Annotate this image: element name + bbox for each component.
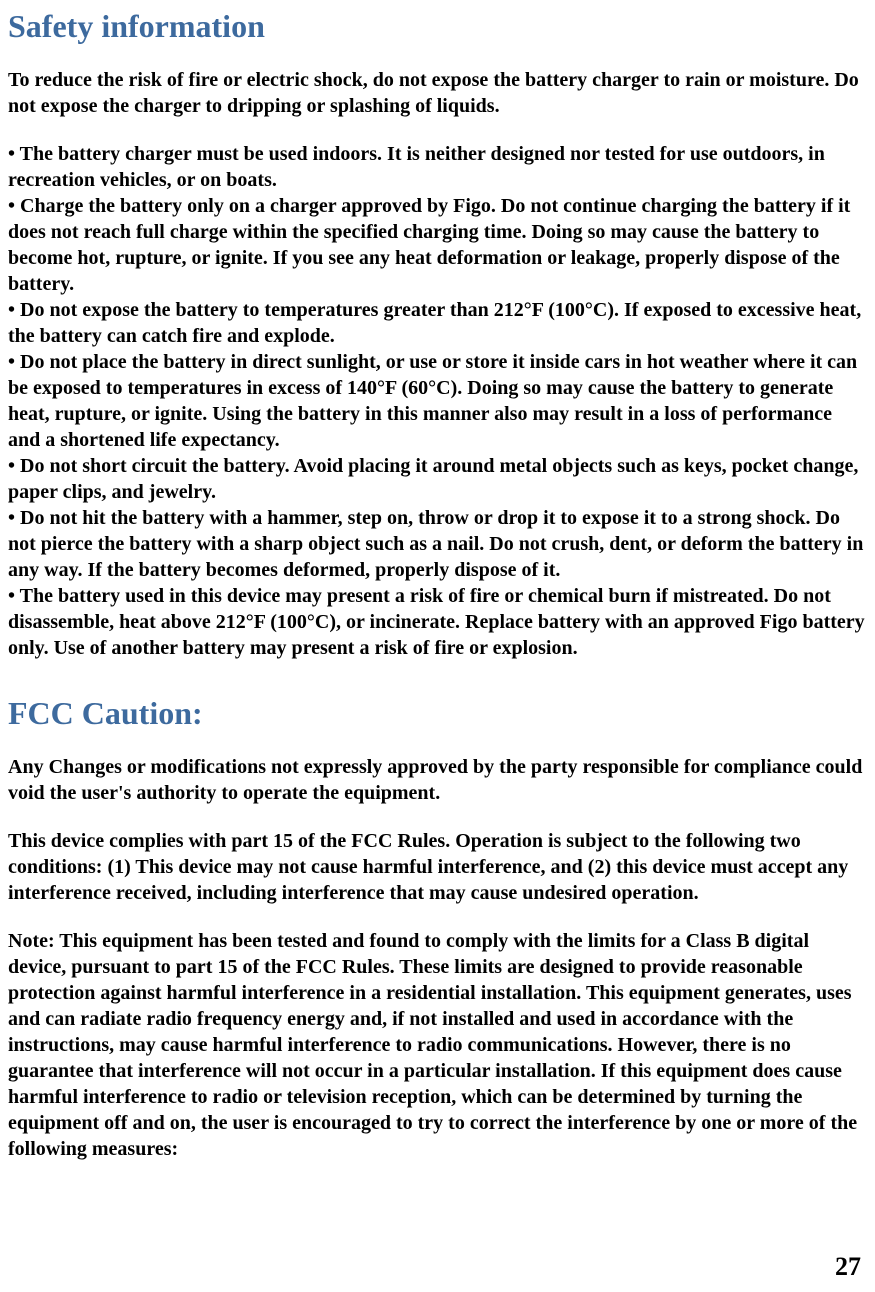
section-heading-safety: Safety information bbox=[8, 8, 867, 45]
page-number: 27 bbox=[835, 1252, 861, 1282]
section-heading-fcc: FCC Caution: bbox=[8, 695, 867, 732]
safety-bullets-paragraph: • The battery charger must be used indoo… bbox=[8, 141, 867, 661]
fcc-paragraph-3: Note: This equipment has been tested and… bbox=[8, 928, 867, 1162]
fcc-paragraph-1: Any Changes or modifications not express… bbox=[8, 754, 867, 806]
safety-intro-paragraph: To reduce the risk of fire or electric s… bbox=[8, 67, 867, 119]
fcc-paragraph-2: This device complies with part 15 of the… bbox=[8, 828, 867, 906]
